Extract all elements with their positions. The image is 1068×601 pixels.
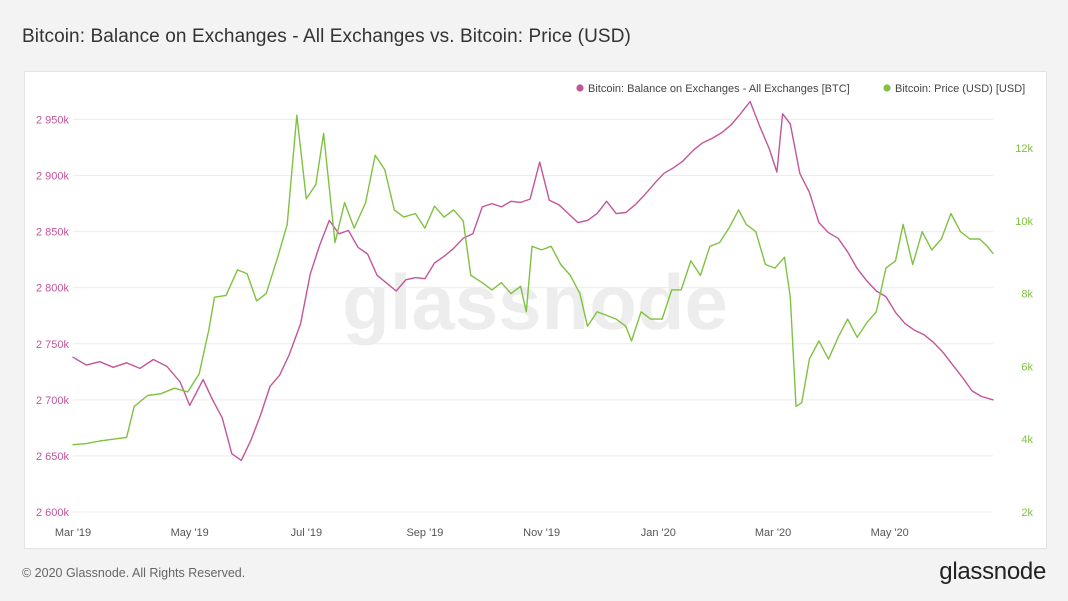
chart-card: glassnode 2 600k 2 650k 2 700k 2 750k 2 800k… [24, 71, 1047, 549]
balance-series-line[interactable] [72, 100, 994, 462]
y-left-tick-label: 2 900k [36, 171, 70, 183]
x-tick-label: Mar '19 [55, 527, 91, 539]
y-left-tick-label: 2 850k [36, 227, 70, 239]
series-layer [72, 100, 994, 462]
chart-watermark: glassnode [342, 258, 728, 346]
y-left-tick-label: 2 600k [36, 507, 70, 519]
legend-item-balance[interactable]: Bitcoin: Balance on Exchanges - All Exch… [576, 83, 850, 95]
axis-labels: 2 600k 2 650k 2 700k 2 750k 2 800k 2 850k 2 90… [36, 114, 1033, 539]
x-tick-label: Sep '19 [406, 527, 443, 539]
chart-legend[interactable]: Bitcoin: Balance on Exchanges - All Exch… [576, 83, 1025, 95]
x-tick-label: May '20 [871, 527, 909, 539]
y-left-tick-label: 2 950k [36, 114, 70, 126]
y-right-tick-label: 2k [1021, 507, 1033, 519]
x-tick-label: Jan '20 [641, 527, 676, 539]
y-right-tick-label: 12k [1015, 143, 1033, 155]
chart-title: Bitcoin: Balance on Exchanges - All Exch… [22, 26, 631, 47]
x-tick-label: May '19 [171, 527, 209, 539]
y-left-tick-label: 2 650k [36, 451, 70, 463]
y-right-tick-label: 10k [1015, 216, 1033, 228]
y-left-tick-label: 2 750k [36, 339, 70, 351]
legend-label: Bitcoin: Price (USD) [USD] [895, 83, 1025, 95]
x-tick-label: Nov '19 [523, 527, 560, 539]
price-balance-chart: glassnode 2 600k 2 650k 2 700k 2 750k 2 800k… [36, 83, 1033, 539]
y-right-tick-label: 8k [1021, 289, 1033, 301]
legend-marker [576, 84, 584, 92]
copyright-text: © 2020 Glassnode. All Rights Reserved. [22, 566, 246, 580]
legend-label: Bitcoin: Balance on Exchanges - All Exch… [588, 83, 850, 95]
y-right-tick-label: 4k [1021, 434, 1033, 446]
y-left-tick-label: 2 800k [36, 283, 70, 295]
y-right-tick-label: 6k [1021, 361, 1033, 373]
price-series-line[interactable] [72, 114, 994, 446]
x-tick-label: Mar '20 [755, 527, 791, 539]
grid-lines [73, 118, 993, 513]
brand-logo[interactable]: glassnode [939, 558, 1046, 585]
legend-item-price[interactable]: Bitcoin: Price (USD) [USD] [883, 83, 1025, 95]
y-left-tick-label: 2 700k [36, 395, 70, 407]
legend-marker [883, 84, 891, 92]
x-tick-label: Jul '19 [291, 527, 322, 539]
